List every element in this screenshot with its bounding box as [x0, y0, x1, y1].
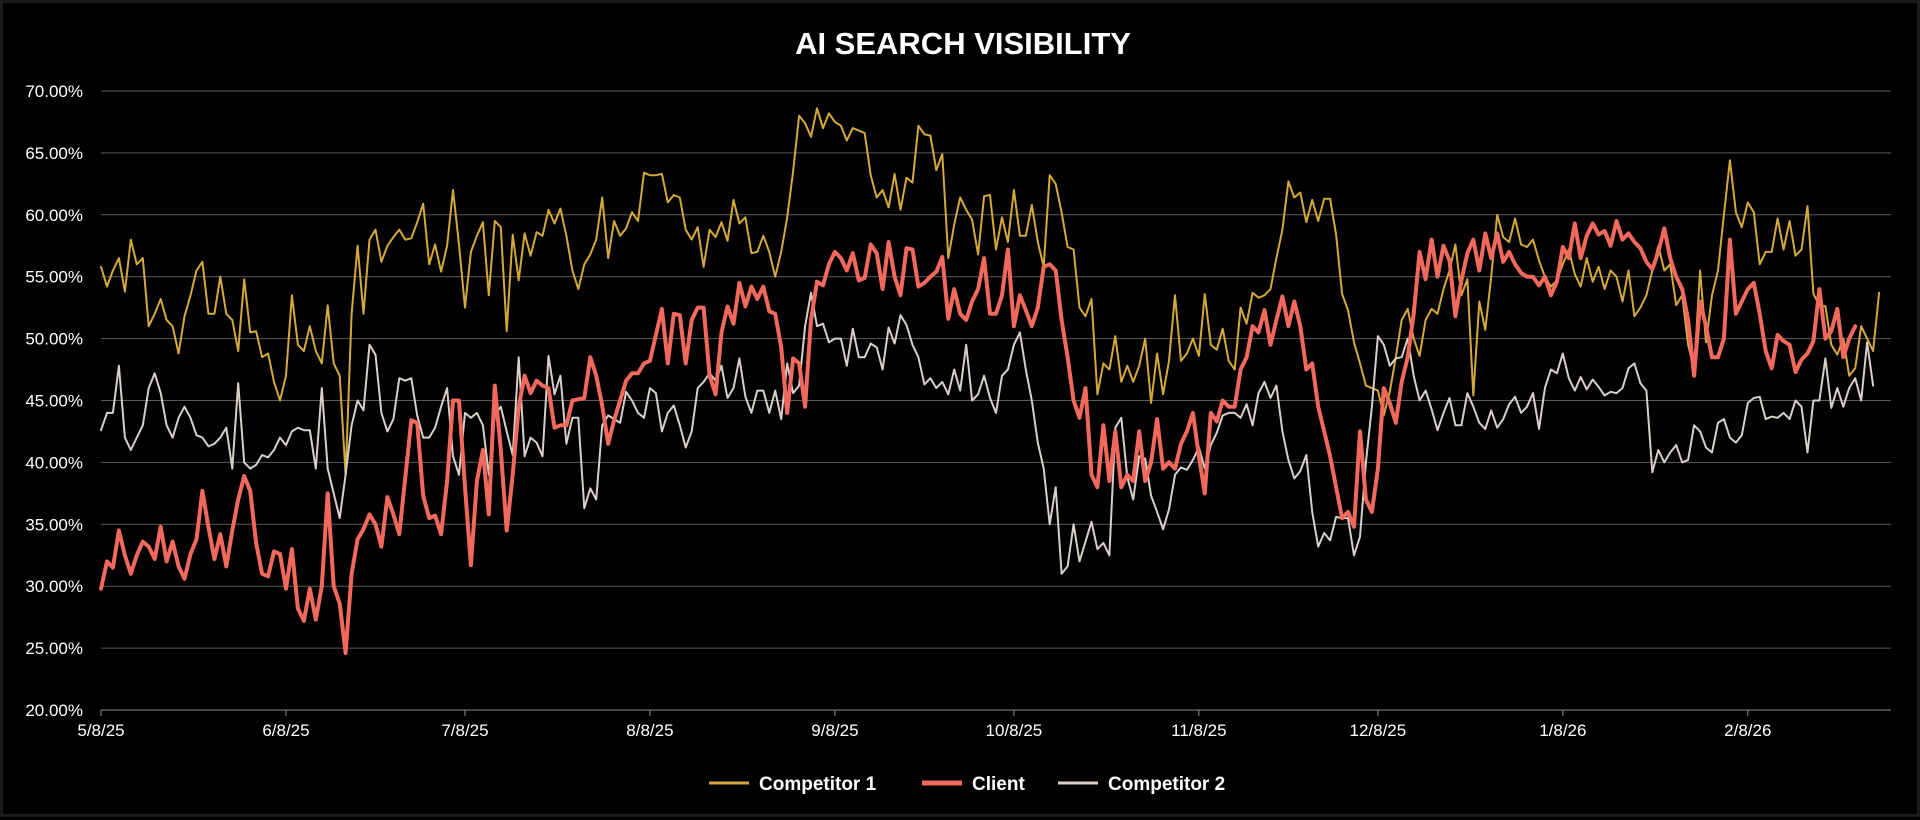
x-tick-label: 2/8/26	[1724, 721, 1771, 740]
x-tick-label: 7/8/25	[441, 721, 488, 740]
series-line-competitor-2	[100, 291, 1875, 575]
x-tick-label: 9/8/25	[811, 721, 858, 740]
y-tick-label: 65.00%	[25, 144, 83, 163]
legend-item-competitor-2[interactable]: Competitor 2	[1058, 774, 1225, 795]
series-line-client	[99, 219, 1858, 656]
gridlines	[101, 90, 1891, 711]
x-tick-label: 6/8/25	[262, 721, 309, 740]
x-axis: 5/8/25 6/8/25 7/8/25 8/8/25 9/8/25 10/8/25 11/…	[77, 710, 1771, 740]
y-tick-label: 25.00%	[25, 639, 83, 658]
legend-item-competitor-1[interactable]: Competitor 1	[709, 774, 877, 795]
x-tick-label: 8/8/25	[626, 721, 673, 740]
legend-label-client: Client	[972, 774, 1025, 795]
y-tick-label: 70.00%	[25, 82, 83, 101]
series-line-competitor-1	[100, 107, 1881, 476]
y-tick-label: 40.00%	[25, 453, 83, 472]
y-tick-label: 55.00%	[25, 268, 83, 287]
chart-title: AI SEARCH VISIBILITY	[795, 26, 1131, 61]
series-lines	[99, 107, 1881, 656]
y-tick-label: 20.00%	[25, 701, 83, 720]
legend-label-competitor-1: Competitor 1	[759, 774, 877, 795]
y-tick-label: 45.00%	[25, 392, 83, 411]
x-tick-label: 1/8/26	[1539, 721, 1586, 740]
y-tick-label: 50.00%	[25, 330, 83, 349]
legend-label-competitor-2: Competitor 2	[1108, 774, 1225, 795]
y-tick-label: 60.00%	[25, 206, 83, 225]
legend-item-client[interactable]: Client	[922, 774, 1025, 795]
y-tick-label: 30.00%	[25, 577, 83, 596]
y-axis-ticks: 20.00% 25.00% 30.00% 35.00% 40.00% 45.00% 50.0…	[25, 82, 83, 720]
x-tick-label: 5/8/25	[77, 721, 124, 740]
legend: Competitor 1 Client Competitor 2	[709, 774, 1225, 795]
x-tick-label: 11/8/25	[1171, 721, 1226, 740]
line-chart: AI SEARCH VISIBILITY 20.00% 25.00% 30.00% 3…	[25, 26, 1891, 795]
x-tick-label: 10/8/25	[986, 721, 1043, 740]
x-tick-label: 12/8/25	[1349, 721, 1406, 740]
y-tick-label: 35.00%	[25, 515, 83, 534]
